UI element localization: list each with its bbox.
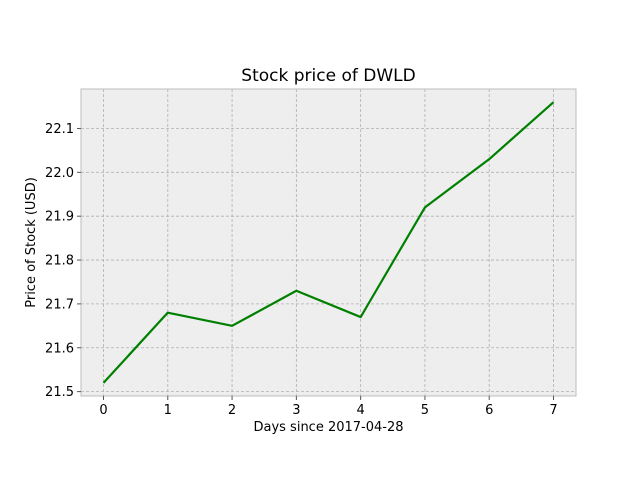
- x-tick-label: 2: [228, 403, 236, 418]
- y-tick-label: 21.6: [45, 341, 74, 356]
- x-tick-label: 4: [357, 403, 365, 418]
- x-tick-label: 6: [485, 403, 493, 418]
- x-tick-label: 0: [99, 403, 107, 418]
- y-axis-label: Price of Stock (USD): [24, 177, 39, 308]
- plot-frame: [80, 88, 577, 397]
- plot-area: [81, 89, 576, 396]
- x-tick-label: 5: [421, 403, 429, 418]
- x-tick-label: 7: [549, 403, 557, 418]
- chart-title: Stock price of DWLD: [241, 66, 415, 86]
- y-tick-label: 21.9: [45, 210, 74, 225]
- y-tick-label: 21.8: [45, 254, 74, 269]
- y-axis-ticks: 21.5 21.6 21.7 21.8 21.9 22.0 22.1: [45, 122, 81, 400]
- y-tick-label: 22.0: [45, 166, 74, 181]
- x-tick-label: 1: [164, 403, 172, 418]
- x-axis-label: Days since 2017-04-28: [253, 420, 403, 435]
- x-axis-ticks: 0 1 2 3 4 5 6 7: [99, 396, 558, 418]
- y-tick-label: 21.7: [45, 297, 74, 312]
- x-tick-label: 3: [292, 403, 300, 418]
- grid-lines: [81, 89, 576, 396]
- y-tick-label: 21.5: [45, 385, 74, 400]
- series-line: [102, 101, 555, 384]
- y-tick-label: 22.1: [45, 122, 74, 137]
